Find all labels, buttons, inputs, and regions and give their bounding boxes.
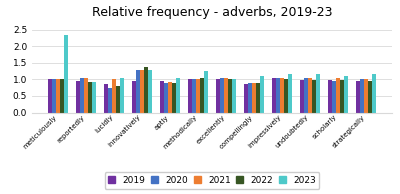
Bar — [168, 82, 172, 113]
Bar — [256, 83, 260, 113]
Bar — [244, 84, 248, 113]
Bar — [160, 81, 164, 113]
Bar — [284, 80, 288, 113]
Bar — [280, 78, 284, 113]
Bar — [144, 67, 148, 113]
Bar — [368, 81, 372, 113]
Bar — [372, 74, 376, 113]
Bar — [216, 80, 220, 113]
Bar — [116, 86, 120, 113]
Bar — [344, 76, 348, 113]
Bar — [196, 80, 200, 113]
Bar — [192, 80, 196, 113]
Bar — [136, 70, 140, 113]
Bar — [276, 78, 280, 113]
Bar — [148, 70, 152, 113]
Bar — [108, 88, 112, 113]
Bar — [112, 80, 116, 113]
Bar — [356, 81, 360, 113]
Title: Relative frequency - adverbs, 2019-23: Relative frequency - adverbs, 2019-23 — [92, 6, 332, 19]
Bar — [76, 81, 80, 113]
Bar — [84, 78, 88, 113]
Bar — [252, 83, 256, 113]
Bar — [56, 80, 60, 113]
Bar — [140, 70, 144, 113]
Bar — [188, 80, 192, 113]
Bar — [164, 83, 168, 113]
Bar — [176, 79, 180, 113]
Bar — [304, 78, 308, 113]
Bar — [228, 79, 232, 113]
Bar — [200, 78, 204, 113]
Bar — [60, 80, 64, 113]
Bar — [312, 81, 316, 113]
Bar — [204, 71, 208, 113]
Bar — [316, 74, 320, 113]
Bar — [300, 81, 304, 113]
Bar — [224, 78, 228, 113]
Bar — [64, 35, 68, 113]
Bar — [132, 81, 136, 113]
Bar — [308, 78, 312, 113]
Legend: 2019, 2020, 2021, 2022, 2023: 2019, 2020, 2021, 2022, 2023 — [104, 172, 320, 189]
Bar — [248, 83, 252, 113]
Bar — [104, 84, 108, 113]
Bar — [336, 78, 340, 113]
Bar — [272, 78, 276, 113]
Bar — [88, 82, 92, 113]
Bar — [328, 81, 332, 113]
Bar — [260, 75, 264, 113]
Bar — [340, 81, 344, 113]
Bar — [48, 80, 52, 113]
Bar — [232, 79, 236, 113]
Bar — [220, 78, 224, 113]
Bar — [92, 82, 96, 113]
Bar — [332, 81, 336, 113]
Bar — [120, 79, 124, 113]
Bar — [364, 80, 368, 113]
Bar — [172, 83, 176, 113]
Bar — [80, 78, 84, 113]
Bar — [52, 80, 56, 113]
Bar — [360, 80, 364, 113]
Bar — [288, 74, 292, 113]
